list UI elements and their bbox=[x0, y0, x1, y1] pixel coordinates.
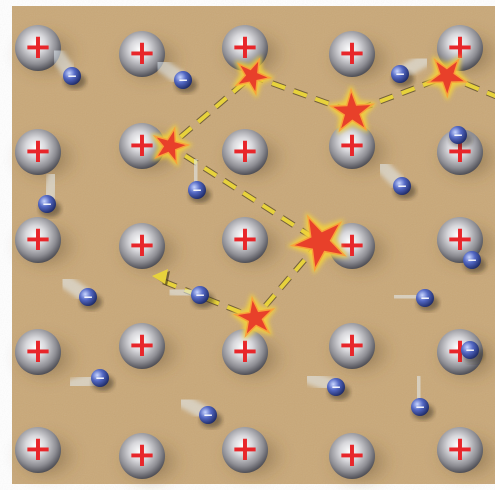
ion-sign: + bbox=[446, 429, 475, 469]
electron-sign: − bbox=[395, 67, 405, 81]
electron-sign: − bbox=[83, 290, 93, 304]
free-electrons: − − − − − − − − − − − − − − − − bbox=[38, 46, 495, 428]
ion-sign: + bbox=[338, 33, 367, 73]
electron: − bbox=[176, 394, 222, 428]
path-arrow-icon bbox=[152, 269, 168, 284]
ion-sign: + bbox=[231, 131, 260, 171]
ion: + bbox=[119, 323, 165, 369]
ion: + bbox=[119, 433, 165, 479]
ion-sign: + bbox=[338, 225, 367, 265]
ion-sign: + bbox=[338, 325, 367, 365]
ion: + bbox=[329, 433, 375, 479]
electron: − bbox=[187, 155, 211, 203]
electron: − bbox=[463, 251, 495, 273]
electron: − bbox=[410, 372, 434, 420]
ion-sign: + bbox=[24, 131, 53, 171]
ion-sign: + bbox=[24, 429, 53, 469]
collision-events bbox=[150, 54, 471, 341]
ion-sign: + bbox=[24, 27, 53, 67]
ion-sign: + bbox=[128, 33, 157, 73]
ion-sign: + bbox=[231, 219, 260, 259]
collision-star-icon bbox=[230, 293, 278, 341]
electron-sign: − bbox=[467, 253, 477, 267]
ion: + bbox=[222, 427, 268, 473]
ion-lattice: + + + + ++ + + + ++ + + + ++ + + + ++ + + + + bbox=[15, 25, 483, 479]
ion: + bbox=[119, 223, 165, 269]
ion-sign: + bbox=[128, 225, 157, 265]
ion: + bbox=[222, 129, 268, 175]
collision-star-icon bbox=[326, 85, 378, 135]
ion: + bbox=[329, 123, 375, 169]
ion: + bbox=[15, 427, 61, 473]
ion: + bbox=[15, 329, 61, 375]
electron-sign: − bbox=[195, 288, 205, 302]
ion: + bbox=[329, 223, 375, 269]
ion-sign: + bbox=[231, 429, 260, 469]
ion-sign: + bbox=[24, 331, 53, 371]
electron: − bbox=[153, 56, 197, 93]
electron-sign: − bbox=[95, 371, 105, 385]
ion-sign: + bbox=[128, 435, 157, 475]
ion: + bbox=[15, 217, 61, 263]
ion: + bbox=[329, 323, 375, 369]
electron-sign: − bbox=[465, 343, 475, 357]
electron: − bbox=[302, 370, 350, 400]
electron-sign: − bbox=[415, 400, 425, 414]
electron: − bbox=[375, 159, 416, 199]
electron-sign: − bbox=[203, 408, 213, 422]
ion: + bbox=[15, 129, 61, 175]
collision-star-icon bbox=[232, 54, 275, 99]
electron: − bbox=[58, 273, 102, 310]
ion-sign: + bbox=[338, 435, 367, 475]
electron: − bbox=[165, 283, 214, 308]
ion-sign: + bbox=[338, 125, 367, 165]
electron-sign: − bbox=[178, 73, 188, 87]
electron: − bbox=[390, 288, 439, 311]
electron-sign: − bbox=[42, 197, 52, 211]
ion-sign: + bbox=[128, 125, 157, 165]
electron-sign: − bbox=[453, 128, 463, 142]
ion: + bbox=[329, 31, 375, 77]
collision-star-icon bbox=[287, 212, 349, 275]
electron-sign: − bbox=[192, 183, 202, 197]
electron: − bbox=[391, 53, 432, 87]
electron: − bbox=[65, 369, 114, 393]
ion: + bbox=[437, 427, 483, 473]
electron: − bbox=[449, 126, 493, 148]
ion-sign: + bbox=[24, 219, 53, 259]
electron-sign: − bbox=[67, 69, 77, 83]
ion: + bbox=[15, 25, 61, 71]
collision-star-icon bbox=[423, 55, 471, 101]
collision-star-icon bbox=[150, 123, 193, 168]
ion-sign: + bbox=[128, 325, 157, 365]
electron: − bbox=[48, 46, 86, 89]
electron: − bbox=[461, 341, 495, 363]
electron-sign: − bbox=[331, 380, 341, 394]
electron: − bbox=[38, 169, 62, 217]
ion: + bbox=[222, 217, 268, 263]
electron-sign: − bbox=[397, 179, 407, 193]
electron-sign: − bbox=[420, 291, 430, 305]
